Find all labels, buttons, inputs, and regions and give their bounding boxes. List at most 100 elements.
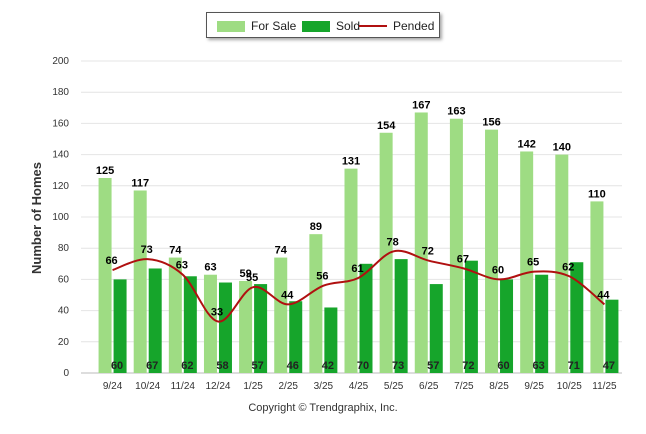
bar-for-sale[interactable] [414,112,428,373]
label-for-sale: 63 [204,262,216,274]
bar-sold[interactable] [254,284,268,373]
label-pended: 63 [176,260,188,272]
label-sold: 63 [533,360,545,372]
y-tick-label: 40 [58,306,70,317]
bar-sold[interactable] [535,274,549,373]
bar-sold[interactable] [605,299,619,373]
y-tick-label: 140 [52,150,69,161]
y-axis-label: Number of Homes [29,162,44,274]
label-sold: 73 [392,360,404,372]
pended-line [112,249,606,323]
x-tick-label: 1/25 [243,381,263,392]
label-sold: 47 [603,360,615,372]
bar-sold[interactable] [359,263,373,373]
y-tick-label: 20 [58,337,70,348]
bar-for-sale[interactable] [520,151,534,373]
label-for-sale: 59 [239,268,251,280]
label-for-sale: 74 [275,245,288,257]
x-tick-label: 7/25 [454,381,474,392]
label-sold: 58 [216,360,228,372]
chart-legend: For Sale Sold Pended [206,12,440,38]
bar-for-sale[interactable] [555,154,569,373]
legend-item-pended[interactable]: Pended [359,18,434,34]
bar-sold[interactable] [183,276,197,373]
x-tick-label: 9/25 [524,381,544,392]
x-tick-label: 10/25 [557,381,582,392]
label-pended: 61 [351,263,363,275]
label-sold: 70 [357,360,369,372]
label-pended: 78 [387,236,399,248]
y-tick-label: 0 [63,368,69,379]
bar-for-sale[interactable] [203,274,217,373]
bar-sold[interactable] [500,279,514,373]
sold-swatch [302,20,330,32]
label-for-sale: 156 [482,117,500,129]
bar-sold[interactable] [218,282,232,373]
y-tick-label: 180 [52,87,69,98]
y-tick-label: 160 [52,118,69,129]
label-for-sale: 125 [96,165,114,177]
label-pended: 56 [316,271,328,283]
bar-sold[interactable] [394,259,408,373]
bar-sold[interactable] [429,284,443,373]
data-labels: 125 60 66 117 67 73 74 62 63 63 58 33 59 57 55 74 46 44 89… [96,99,615,372]
bar-for-sale[interactable] [98,178,112,373]
x-tick-label: 9/24 [103,381,123,392]
label-pended: 73 [141,244,153,256]
label-pended: 67 [457,253,469,265]
bar-sold[interactable] [324,307,338,373]
label-pended: 60 [492,264,504,276]
label-for-sale: 89 [310,221,322,233]
bar-for-sale[interactable] [168,257,182,373]
bar-sold[interactable] [570,262,584,373]
label-sold: 71 [568,360,580,372]
label-sold: 72 [462,360,474,372]
x-tick-label: 11/24 [171,381,196,392]
label-for-sale: 154 [377,120,396,132]
bar-for-sale[interactable] [344,168,358,373]
x-tick-label: 11/25 [592,381,617,392]
x-tick-label: 5/25 [384,381,404,392]
label-for-sale: 117 [131,177,149,189]
label-sold: 42 [322,360,334,372]
legend-label-sold: Sold [336,19,361,33]
bar-sold[interactable] [464,260,478,373]
bar-for-sale[interactable] [590,201,604,373]
label-for-sale: 74 [169,245,182,257]
bar-sold[interactable] [289,301,303,373]
copyright-text: Copyright © Trendgraphix, Inc. [248,402,398,414]
legend-item-sold[interactable]: Sold [302,18,360,34]
bar-for-sale[interactable] [133,190,147,373]
bar-sold[interactable] [148,268,162,373]
x-tick-label: 2/25 [278,381,298,392]
label-for-sale: 163 [447,106,465,118]
bar-for-sale[interactable] [485,129,499,373]
bar-for-sale[interactable] [449,118,463,373]
label-pended: 55 [246,272,258,284]
pended-series-line [112,249,606,323]
bar-for-sale[interactable] [309,234,323,373]
label-sold: 60 [111,360,123,372]
label-sold: 62 [181,360,193,372]
bar-sold[interactable] [113,279,127,373]
label-sold: 57 [251,360,263,372]
label-for-sale: 140 [553,142,571,154]
bar-for-sale[interactable] [239,280,253,373]
x-tick-label: 8/25 [489,381,509,392]
x-tick-label: 10/24 [135,381,160,392]
y-tick-label: 60 [58,274,70,285]
y-tick-label: 100 [52,212,69,223]
label-pended: 62 [562,261,574,273]
bar-for-sale[interactable] [274,257,288,373]
label-sold: 67 [146,360,158,372]
chart-bars [98,112,619,373]
bar-for-sale[interactable] [379,132,393,373]
label-pended: 44 [281,289,294,301]
legend-item-for-sale[interactable]: For Sale [217,18,296,34]
label-sold: 46 [287,360,299,372]
pended-swatch [359,25,387,27]
legend-label-for-sale: For Sale [251,19,297,33]
legend-label-pended: Pended [393,19,435,33]
x-axis-ticks: 9/24 10/24 11/24 12/24 1/25 2/25 3/25 4/25 5/25 6… [103,381,617,392]
